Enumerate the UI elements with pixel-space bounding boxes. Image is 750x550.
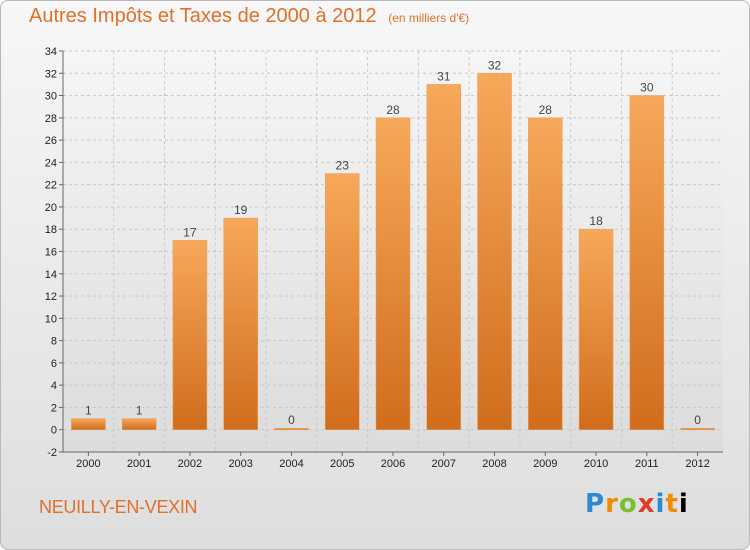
y-tick-label: 26 (45, 135, 57, 147)
y-tick-label: 30 (45, 91, 57, 103)
bars (71, 73, 715, 430)
y-tick-label: 32 (45, 68, 57, 80)
logo-letter: P (585, 489, 606, 519)
y-tick-label: 14 (45, 269, 57, 281)
logo-letter: i (678, 489, 689, 519)
bar-2002 (172, 240, 208, 430)
bar-2011 (629, 95, 665, 430)
y-tick-label: 20 (45, 202, 57, 214)
data-label-2005: 23 (336, 159, 350, 173)
data-label-2010: 18 (589, 214, 603, 228)
data-label-2002: 17 (183, 225, 197, 239)
y-tick-label: -2 (47, 447, 57, 459)
y-tick-label: 2 (51, 402, 57, 414)
title-text: Autres Impôts et Taxes de 2000 à 2012 (29, 5, 377, 27)
data-label-2000: 1 (85, 404, 92, 418)
bar-2007 (426, 84, 462, 430)
bar-2012 (680, 427, 715, 430)
x-tick-label: 2001 (127, 458, 151, 470)
data-label-2003: 19 (234, 203, 248, 217)
bar-2005 (324, 173, 360, 430)
y-tick-label: 10 (45, 313, 57, 325)
bar-2010 (578, 228, 614, 430)
y-tick-label: 24 (45, 157, 57, 169)
value-labels: 1 1 17 19 0 23 28 31 32 28 18 30 0 (85, 58, 701, 427)
x-tick-label: 2008 (482, 458, 506, 470)
logo-letter: x (637, 489, 656, 519)
y-tick-label: 16 (45, 247, 57, 259)
logo-letter: r (605, 489, 619, 519)
x-tick-label: 2000 (76, 458, 100, 470)
x-tick-label: 2012 (685, 458, 709, 470)
x-tick-label: 2005 (330, 458, 354, 470)
data-label-2007: 31 (437, 69, 451, 83)
commune-name: NEUILLY-EN-VEXIN (39, 497, 198, 517)
y-tick-label: 34 (45, 46, 57, 58)
bar-2003 (223, 217, 258, 430)
data-label-2012: 0 (694, 413, 701, 427)
logo-letter: t (665, 489, 679, 519)
y-tick-label: 18 (45, 224, 57, 236)
bar-2006 (375, 117, 411, 430)
data-label-2006: 28 (386, 103, 400, 117)
data-label-2009: 28 (539, 103, 553, 117)
logo-letter: o (618, 489, 638, 519)
x-tick-label: 2003 (228, 458, 252, 470)
x-tick-label: 2010 (584, 458, 608, 470)
proxiti-logo: Proxiti (585, 489, 689, 519)
bar-2000 (71, 418, 106, 430)
x-tick-label: 2002 (178, 458, 202, 470)
bar-2008 (477, 73, 512, 430)
x-tick-label: 2004 (279, 458, 303, 470)
x-tick-label: 2007 (432, 458, 456, 470)
data-label-2001: 1 (136, 404, 143, 418)
logo-letter: i (655, 489, 666, 519)
data-label-2008: 32 (488, 58, 502, 72)
y-tick-label: 8 (51, 336, 57, 348)
bar-2004 (274, 427, 309, 430)
y-tick-label: 4 (51, 380, 57, 392)
title-unit: (en milliers d'€) (388, 11, 470, 25)
y-tick-label: 28 (45, 113, 57, 125)
y-tick-label: 6 (51, 358, 57, 370)
data-label-2011: 30 (640, 81, 654, 95)
y-tick-label: 12 (45, 291, 57, 303)
y-tick-label: 0 (51, 425, 57, 437)
bar-2001 (121, 418, 157, 430)
x-tick-label: 2011 (635, 458, 659, 470)
y-tick-label: 22 (45, 180, 57, 192)
bar-2009 (528, 117, 563, 430)
x-tick-label: 2006 (381, 458, 405, 470)
x-tick-label: 2009 (533, 458, 557, 470)
data-label-2004: 0 (288, 413, 295, 427)
chart-title: Autres Impôts et Taxes de 2000 à 2012 (e… (29, 5, 469, 28)
